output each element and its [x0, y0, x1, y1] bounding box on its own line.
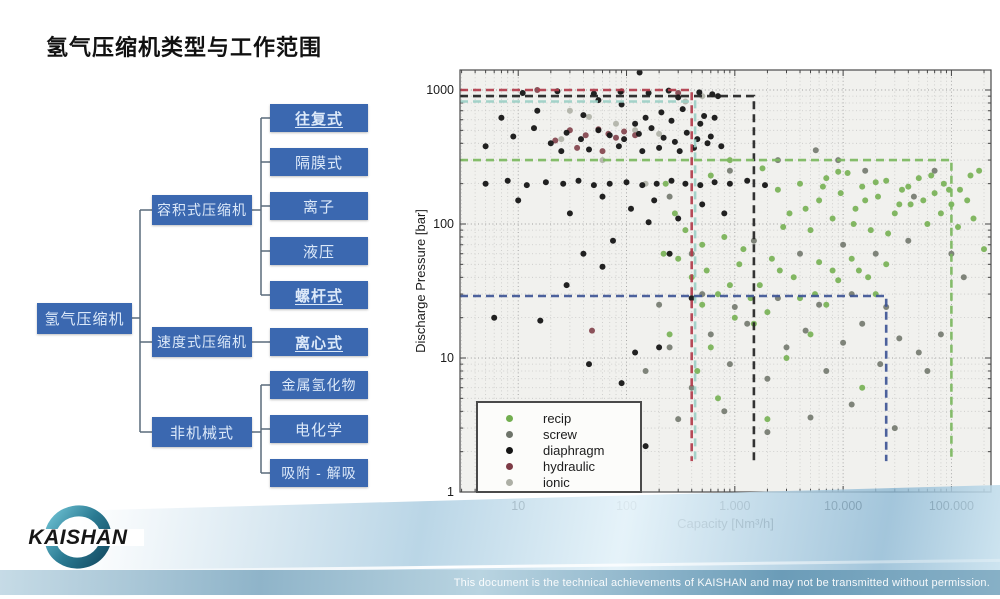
legend-marker-hydraulic [506, 462, 513, 470]
kaishan-logo-graphic: KAISHAN [12, 505, 144, 569]
legend-item-recip: recip [506, 410, 640, 426]
tree-node-non-mechanical: 非机械式 [152, 417, 252, 447]
tree-node-adsorption: 吸附 - 解吸 [270, 459, 368, 487]
svg-text:100: 100 [433, 217, 454, 231]
tree-node-electrochemical: 电化学 [270, 415, 368, 443]
legend-item-screw: screw [506, 426, 640, 442]
legend-label: recip [543, 410, 572, 426]
kaishan-logo: KAISHAN [8, 502, 148, 577]
legend-label: diaphragm [543, 442, 605, 458]
pressure-capacity-chart: 101001.00010.000100.0001101001000Dischar… [410, 55, 1000, 533]
tree-node-ionic: 离子 [270, 192, 368, 220]
svg-text:10: 10 [440, 351, 454, 365]
legend-item-diaphragm: diaphragm [506, 442, 640, 458]
tree-node-screw: 螺杆式 [270, 281, 368, 309]
tree-node-centrifugal: 离心式 [270, 328, 368, 356]
footer-band [0, 570, 1000, 595]
tree-node-dynamic: 速度式压缩机 [152, 327, 252, 357]
tree-node-hydraulic: 液压 [270, 237, 368, 265]
chart-legend: recip screw diaphragm hydraulic ionic [476, 401, 642, 493]
tree-node-metal-hydride: 金属氢化物 [270, 371, 368, 399]
legend-marker-ionic [506, 478, 513, 486]
tree-node-diaphragm: 隔膜式 [270, 148, 368, 176]
legend-marker-screw [506, 430, 513, 438]
page-title: 氢气压缩机类型与工作范围 [46, 35, 323, 60]
tree-node-reciprocating: 往复式 [270, 104, 368, 132]
legend-item-hydraulic: hydraulic [506, 458, 640, 474]
svg-text:Discharge Pressure [bar]: Discharge Pressure [bar] [413, 209, 428, 353]
tree-node-root: 氢气压缩机 [37, 303, 132, 334]
svg-text:1: 1 [447, 485, 454, 499]
legend-label: screw [543, 426, 577, 442]
logo-text-band [12, 529, 144, 546]
legend-label: ionic [543, 474, 570, 490]
legend-marker-diaphragm [506, 446, 513, 454]
logo-text: KAISHAN [28, 526, 128, 549]
legend-marker-recip [506, 414, 513, 422]
legend-item-ionic: ionic [506, 474, 640, 490]
footer-disclaimer: This document is the technical achieveme… [453, 577, 990, 589]
legend-label: hydraulic [543, 458, 596, 474]
tree-node-positive-displacement: 容积式压缩机 [152, 195, 252, 225]
svg-text:1000: 1000 [426, 83, 454, 97]
